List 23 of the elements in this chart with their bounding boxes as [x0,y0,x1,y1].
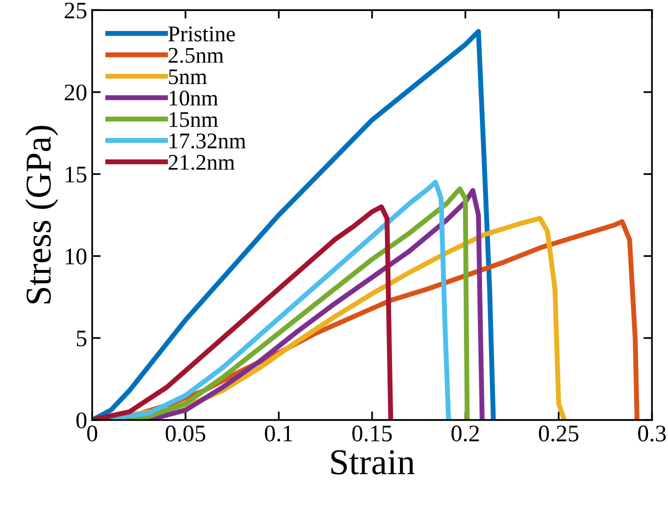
y-axis-title: Stress (GPa) [25,126,58,304]
x-tick-label: 0.2 [452,426,479,442]
x-tick-label: 0.15 [352,426,392,442]
legend-label: 21.2nm [168,154,235,170]
x-tick-label: 0.1 [264,426,292,442]
y-tick-label: 25 [64,2,86,19]
y-tick-label: 10 [66,248,86,264]
legend-label: 2.5nm [168,48,224,63]
line-series [92,204,394,420]
legend-label: 17.32nm [170,134,246,149]
y-tick-label: 0 [76,412,86,428]
x-axis-title: Strain [331,450,415,474]
legend-label: 10nm [170,90,218,106]
x-tick-label: 0.05 [166,426,206,442]
x-tick-label: 0.3 [638,426,666,442]
legend-label: 5nm [169,69,207,84]
y-tick-label: 5 [76,330,86,346]
y-tick-label: 20 [64,84,86,101]
legend-label: Pristine [168,26,235,42]
x-tick-label: 0 [87,426,98,442]
x-tick-label: 0.25 [538,426,578,442]
y-tick-label: 15 [66,166,86,182]
legend-label: 15nm [170,112,218,128]
